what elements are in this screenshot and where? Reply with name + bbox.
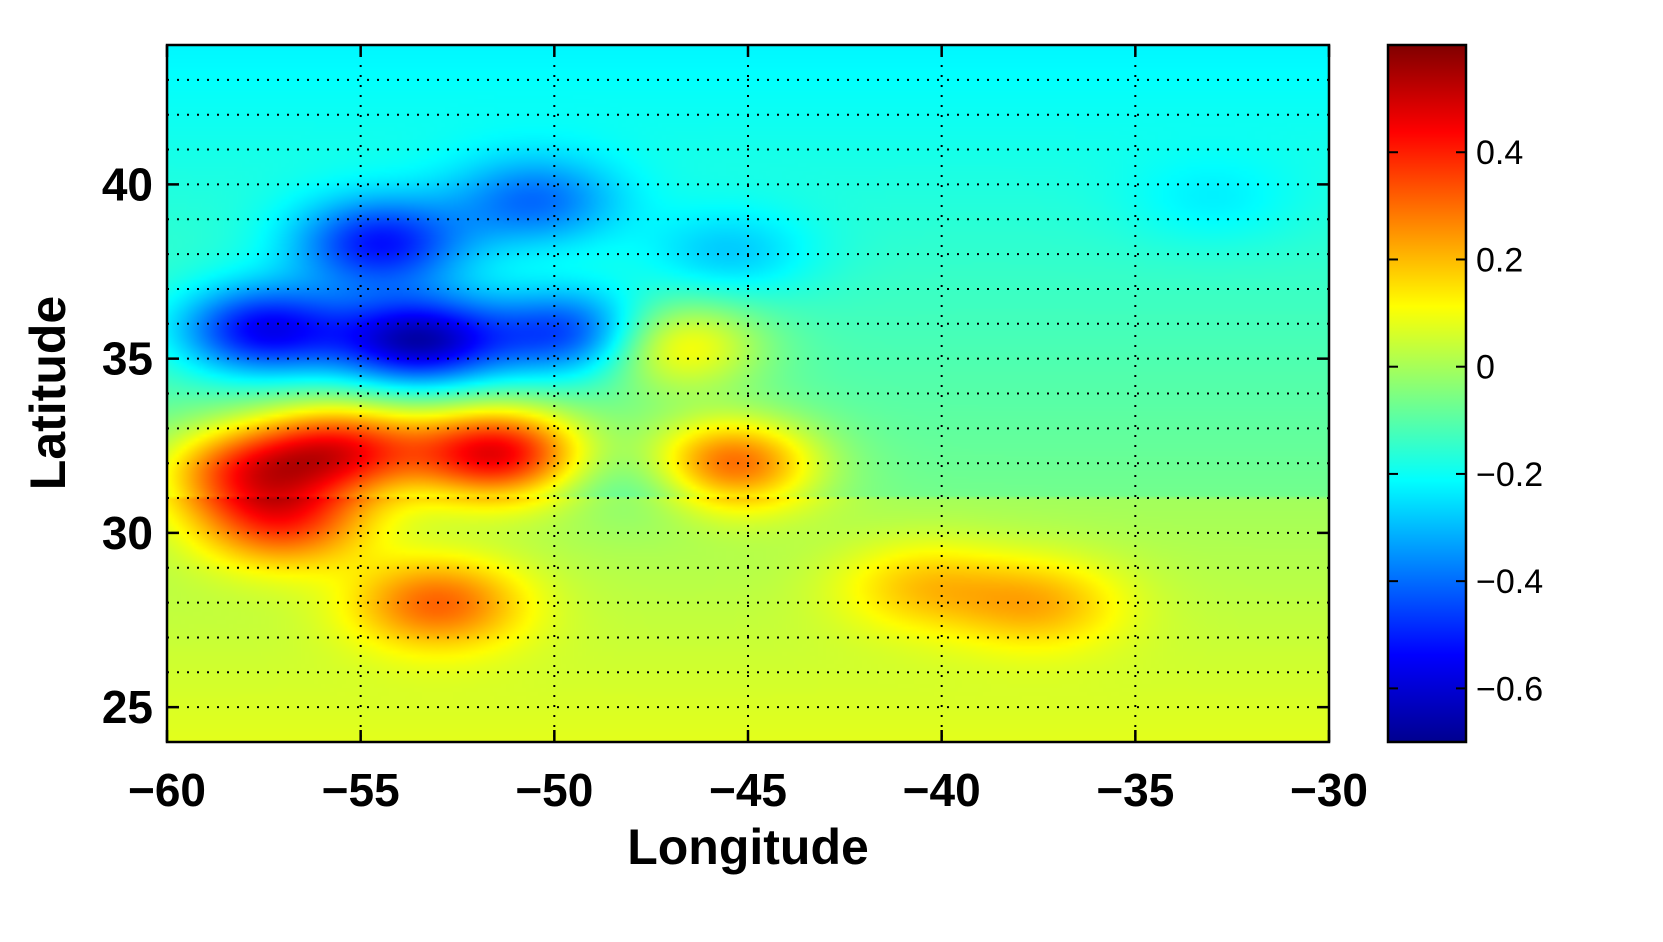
x-tick-label: −40 <box>903 764 981 816</box>
colorbar-tick-label: 0.2 <box>1476 241 1523 279</box>
x-tick-label: −50 <box>515 764 593 816</box>
x-tick-label: −60 <box>128 764 206 816</box>
colorbar-tick-label: −0.4 <box>1476 563 1543 601</box>
axis-tick-marks <box>165 45 1331 742</box>
y-axis-tick-labels: 25 30 35 40 <box>102 158 153 733</box>
colorbar-tick-labels: −0.6 −0.4 −0.2 0 0.2 0.4 <box>1476 134 1543 708</box>
colorbar-gradient <box>1386 43 1468 744</box>
colorbar-tick-label: −0.2 <box>1476 456 1543 494</box>
dotted-grid <box>167 45 1329 742</box>
y-tick-label: 25 <box>102 681 153 733</box>
colorbar-tick-label: −0.6 <box>1476 670 1543 708</box>
x-tick-label: −30 <box>1290 764 1368 816</box>
x-axis-title: Longitude <box>627 819 869 875</box>
x-axis-tick-labels: −60 −55 −50 −45 −40 −35 −30 <box>128 764 1368 816</box>
y-axis-title: Latitude <box>20 296 76 490</box>
x-tick-label: −55 <box>322 764 400 816</box>
colorbar-tick-label: 0 <box>1476 349 1495 387</box>
y-tick-label: 40 <box>102 158 153 210</box>
y-tick-label: 30 <box>102 507 153 559</box>
colorbar-tick-label: 0.4 <box>1476 134 1523 172</box>
y-tick-label: 35 <box>102 333 153 385</box>
plot-area <box>165 43 1331 744</box>
colorbar-ticks <box>1388 151 1466 690</box>
x-tick-label: −45 <box>709 764 787 816</box>
x-tick-label: −35 <box>1096 764 1174 816</box>
colorbar: −0.6 −0.4 −0.2 0 0.2 0.4 <box>1386 43 1543 744</box>
